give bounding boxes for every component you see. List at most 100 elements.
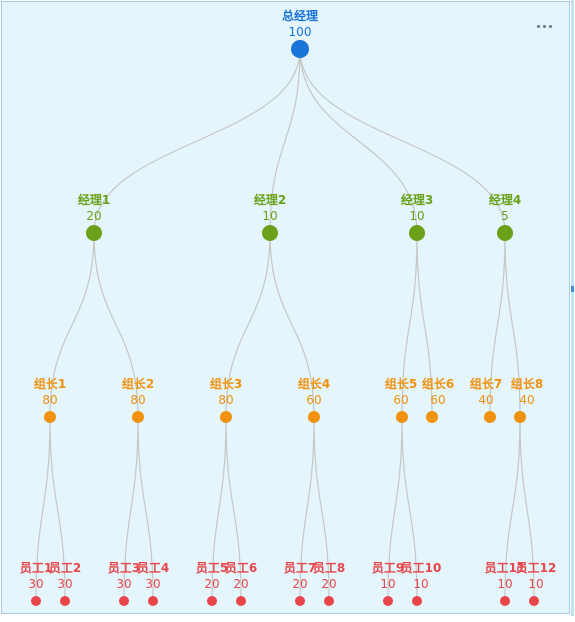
tree-link [269,232,315,418]
node-label: 员工12 [516,561,557,575]
node-dot[interactable] [412,596,422,606]
node-dot[interactable] [324,596,334,606]
node-label: 经理4 [489,192,521,207]
tree-link [137,416,154,602]
node-value: 80 [218,393,233,407]
node-value: 5 [501,209,509,223]
node-dot[interactable] [426,411,438,423]
more-dot [537,25,540,28]
node-label: 组长7 [470,376,502,391]
more-dot [543,25,546,28]
tree-link [387,416,403,602]
node-label: 组长4 [298,376,330,391]
node-dot[interactable] [148,596,158,606]
tree-link [299,48,506,234]
node-label: 组长3 [210,376,242,391]
tree-link [49,232,95,418]
more-options-button[interactable] [534,18,556,34]
node-label: 员工6 [225,561,257,575]
node-value: 80 [42,393,57,407]
node-value: 60 [306,393,321,407]
node-value: 20 [321,577,336,591]
node-dot[interactable] [500,596,510,606]
node-label: 组长5 [385,376,417,391]
node-dot[interactable] [132,411,144,423]
node-dot[interactable] [236,596,246,606]
more-dot [549,25,552,28]
node-dot[interactable] [119,596,129,606]
node-label: 员工10 [401,561,442,575]
node-value: 30 [28,577,43,591]
node-dot[interactable] [514,411,526,423]
node-dot[interactable] [529,596,539,606]
node-label: 组长6 [422,376,454,391]
node-value: 80 [130,393,145,407]
node-dot[interactable] [409,225,425,241]
node-value: 20 [233,577,248,591]
node-dot[interactable] [497,225,513,241]
node-dot[interactable] [291,40,309,58]
node-dot[interactable] [308,411,320,423]
tree-node-员工10[interactable]: 员工10 10 [401,561,442,606]
tree-link [93,232,139,418]
tree-link [299,416,315,602]
node-dot[interactable] [262,225,278,241]
tree-node-员工12[interactable]: 员工12 10 [516,561,557,606]
node-value: 40 [478,393,493,407]
node-label: 总经理 [282,8,318,23]
tree-link [225,416,242,602]
node-value: 20 [204,577,219,591]
node-dot[interactable] [220,411,232,423]
node-dot[interactable] [86,225,102,241]
tree-link [519,416,535,602]
node-dot[interactable] [31,596,41,606]
node-value: 10 [409,209,424,223]
node-label: 员工8 [313,561,345,575]
tree-node-总经理[interactable]: 总经理 100 [282,8,318,58]
node-label: 员工2 [49,561,81,575]
node-value: 40 [519,393,534,407]
node-dot[interactable] [484,411,496,423]
tree-link [299,48,418,234]
node-dot[interactable] [207,596,217,606]
node-label: 员工4 [137,561,169,575]
node-dot[interactable] [383,596,393,606]
node-label: 组长2 [122,376,154,391]
node-value: 30 [116,577,131,591]
node-label: 员工11 [485,561,526,575]
node-value: 30 [57,577,72,591]
panel-scrollbar[interactable] [571,0,574,616]
scrollbar-thumb[interactable] [571,286,574,292]
node-dot[interactable] [295,596,305,606]
tree-link [416,232,433,418]
node-dot[interactable] [60,596,70,606]
node-value: 10 [380,577,395,591]
node-dot[interactable] [396,411,408,423]
node-dot[interactable] [44,411,56,423]
tree-node-员工11[interactable]: 员工11 10 [485,561,526,606]
tree-link [225,232,271,418]
node-value: 100 [289,25,312,39]
tree-link [123,416,139,602]
